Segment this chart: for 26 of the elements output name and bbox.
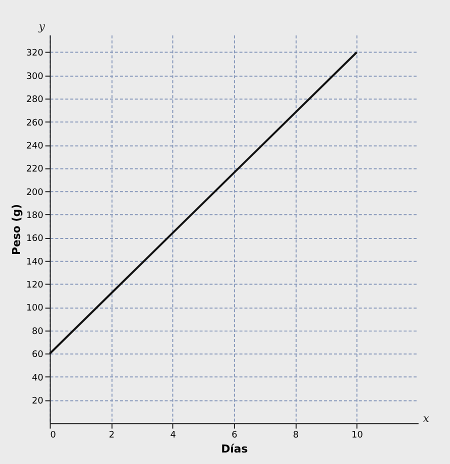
y-tick-label: 320 (26, 48, 44, 59)
x-tick-label: 6 (232, 430, 238, 441)
x-tick-label: 4 (170, 430, 176, 441)
y-tick-label: 240 (26, 141, 44, 152)
y-tick-label: 300 (26, 72, 44, 82)
y-tick-label: 260 (26, 118, 44, 128)
x-axis-title: Días (221, 442, 248, 456)
x-tick-label: 8 (293, 430, 299, 441)
x-tick-label: 10 (352, 430, 364, 441)
y-tick-label: 100 (26, 304, 44, 314)
y-tick-label: 200 (26, 188, 44, 198)
y-tick-label: 160 (26, 234, 44, 244)
y-tick-label: 280 (26, 95, 44, 106)
y-tick-label: 140 (26, 257, 44, 268)
y-tick-label: 120 (26, 280, 44, 291)
y-tick-label: 220 (26, 164, 44, 175)
x-tick-label: 2 (108, 430, 115, 441)
y-tick-label: 40 (32, 373, 44, 384)
y-tick-label: 60 (32, 350, 44, 360)
y-axis-title: Peso (g) (10, 204, 24, 256)
x-tick-label: 0 (50, 430, 56, 441)
y-tick-label: 20 (32, 396, 44, 406)
text: y (38, 20, 46, 33)
y-tick-label: 80 (32, 326, 44, 337)
y-tick-label: 180 (26, 211, 44, 222)
text: x (423, 412, 430, 426)
